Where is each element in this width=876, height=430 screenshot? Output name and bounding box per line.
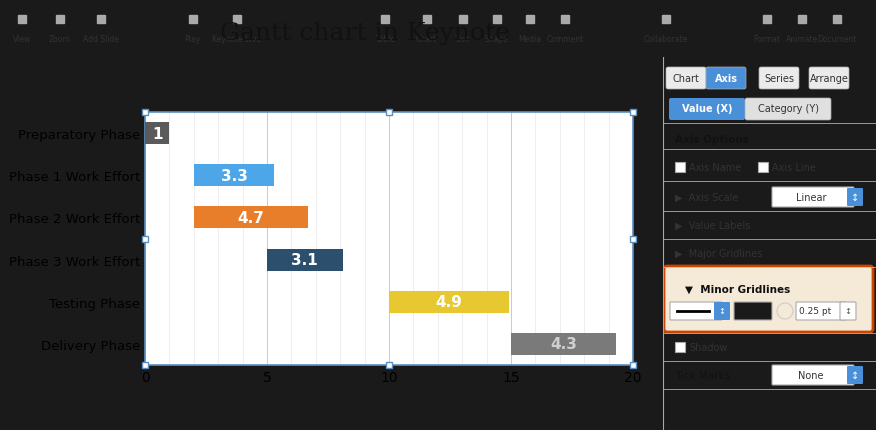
Text: Add Slide: Add Slide — [82, 34, 119, 43]
Text: Table: Table — [376, 34, 395, 43]
Text: 3.3: 3.3 — [221, 169, 248, 183]
Text: Document: Document — [816, 34, 857, 43]
Text: ▶  Major Gridlines: ▶ Major Gridlines — [675, 249, 762, 258]
FancyBboxPatch shape — [847, 189, 863, 206]
Text: 3.1: 3.1 — [292, 252, 318, 267]
Text: Shadow: Shadow — [689, 342, 727, 352]
FancyBboxPatch shape — [670, 302, 722, 320]
FancyBboxPatch shape — [664, 266, 873, 332]
FancyBboxPatch shape — [669, 99, 745, 121]
Text: Format: Format — [753, 34, 780, 43]
Text: View: View — [13, 34, 31, 43]
Text: Play: Play — [185, 34, 201, 43]
Text: Shape: Shape — [484, 34, 509, 43]
FancyBboxPatch shape — [840, 302, 856, 320]
Text: Chart: Chart — [416, 34, 437, 43]
Text: 4.3: 4.3 — [550, 337, 577, 352]
FancyBboxPatch shape — [666, 68, 706, 90]
Text: ↕: ↕ — [851, 370, 859, 380]
Text: ▼  Minor Gridlines: ▼ Minor Gridlines — [685, 284, 790, 294]
FancyBboxPatch shape — [706, 68, 746, 90]
FancyBboxPatch shape — [772, 365, 854, 385]
FancyBboxPatch shape — [847, 366, 863, 384]
Bar — [675, 163, 685, 172]
Text: Axis Line: Axis Line — [772, 163, 816, 172]
Text: Animate: Animate — [787, 34, 818, 43]
Text: None: None — [798, 370, 823, 380]
Text: 1: 1 — [152, 126, 162, 141]
Text: Value (X): Value (X) — [682, 104, 732, 114]
Bar — [267, 249, 343, 271]
FancyBboxPatch shape — [796, 302, 846, 320]
FancyBboxPatch shape — [714, 302, 730, 320]
Text: Media: Media — [519, 34, 541, 43]
Text: Axis: Axis — [715, 74, 738, 84]
Text: 0.25 pt: 0.25 pt — [799, 307, 831, 316]
FancyBboxPatch shape — [809, 68, 849, 90]
Text: Collaborate: Collaborate — [644, 34, 688, 43]
Text: 4.7: 4.7 — [237, 210, 265, 225]
Text: ↕: ↕ — [844, 307, 851, 316]
Text: Category (Y): Category (Y) — [758, 104, 818, 114]
Text: Series: Series — [764, 74, 794, 84]
Text: Arrange: Arrange — [809, 74, 849, 84]
Text: Gantt chart in Keynote: Gantt chart in Keynote — [220, 22, 510, 45]
Text: Zoom: Zoom — [49, 34, 70, 43]
Bar — [145, 123, 169, 145]
Text: ↕: ↕ — [851, 193, 859, 203]
Text: Comment: Comment — [547, 34, 583, 43]
Bar — [389, 291, 509, 313]
Text: 4.9: 4.9 — [435, 295, 463, 310]
Bar — [511, 333, 616, 355]
Bar — [194, 165, 274, 187]
FancyBboxPatch shape — [772, 187, 854, 208]
Text: ↕: ↕ — [718, 307, 725, 316]
Text: Linear: Linear — [795, 193, 826, 203]
Text: Keynote Live: Keynote Live — [212, 34, 261, 43]
Text: Axis Options: Axis Options — [675, 135, 749, 144]
Text: ▶  Axis Scale: ▶ Axis Scale — [675, 193, 738, 203]
Bar — [758, 163, 768, 172]
FancyBboxPatch shape — [759, 68, 799, 90]
Bar — [675, 342, 685, 352]
Text: Chart: Chart — [673, 74, 699, 84]
FancyBboxPatch shape — [745, 99, 831, 121]
Bar — [194, 207, 308, 229]
Text: ▶  Value Labels: ▶ Value Labels — [675, 221, 751, 230]
FancyBboxPatch shape — [734, 302, 772, 320]
Text: Axis Name: Axis Name — [689, 163, 741, 172]
Text: Tick Marks: Tick Marks — [675, 370, 731, 380]
Text: Text: Text — [455, 34, 470, 43]
